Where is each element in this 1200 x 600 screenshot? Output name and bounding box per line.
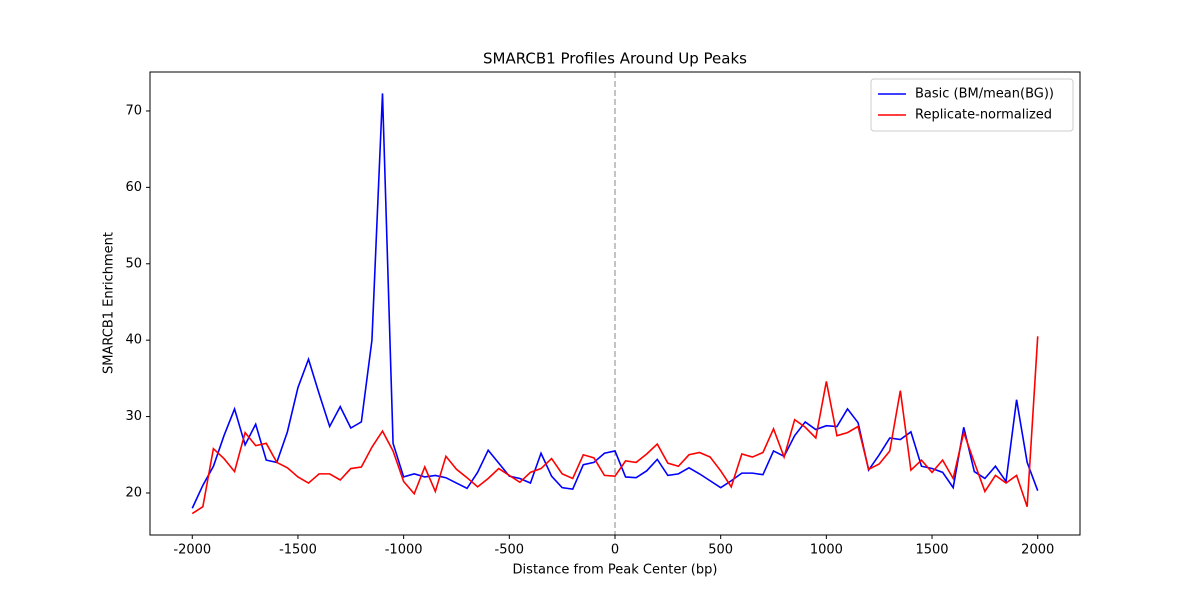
series-line	[191, 336, 1039, 515]
x-tick-label: 1000	[810, 543, 843, 558]
y-axis-label: SMARCB1 Enrichment	[102, 232, 117, 374]
x-tick-label: -2000	[173, 543, 211, 558]
y-tick-label: 60	[125, 180, 142, 195]
x-tick-label: 1500	[915, 543, 948, 558]
legend-label: Replicate-normalized	[915, 108, 1052, 123]
legend-label: Basic (BM/mean(BG))	[915, 87, 1054, 102]
axes-frame	[149, 71, 1081, 536]
x-tick-label: -1000	[385, 543, 423, 558]
y-tick-label: 40	[125, 333, 142, 348]
x-axis-label: Distance from Peak Center (bp)	[513, 563, 718, 578]
y-tick-label: 70	[125, 103, 142, 118]
x-tick-label: -1500	[279, 543, 317, 558]
y-tick-label: 30	[125, 409, 142, 424]
x-tick-label: 500	[708, 543, 733, 558]
x-tick-label: -500	[495, 543, 525, 558]
legend-box	[870, 78, 1074, 132]
y-tick-label: 50	[125, 256, 142, 271]
x-tick-label: 2000	[1021, 543, 1054, 558]
series-line	[191, 93, 1039, 509]
x-tick-label: 0	[611, 543, 619, 558]
y-tick-label: 20	[125, 485, 142, 500]
chart-title: SMARCB1 Profiles Around Up Peaks	[483, 50, 747, 68]
